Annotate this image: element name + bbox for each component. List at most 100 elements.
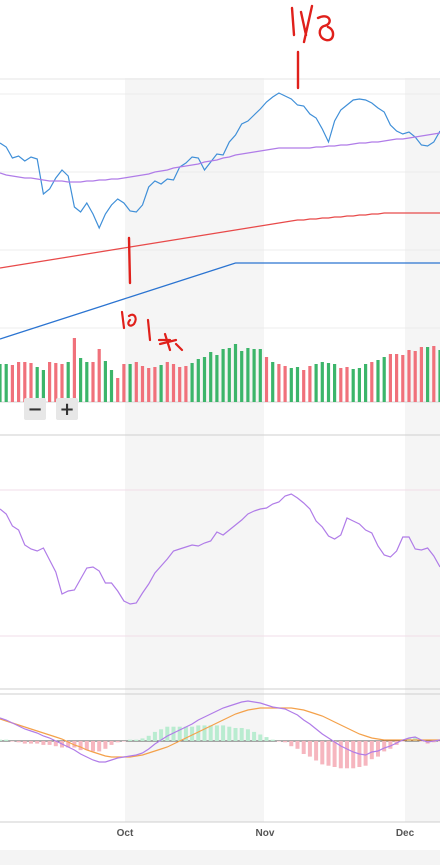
macd-histogram-bar bbox=[202, 725, 207, 741]
macd-histogram-bar bbox=[382, 741, 387, 752]
macd-histogram-bar bbox=[84, 741, 89, 751]
volume-bar bbox=[370, 362, 374, 402]
volume-bar bbox=[35, 367, 39, 402]
volume-bar bbox=[308, 366, 312, 402]
macd-histogram-bar bbox=[121, 741, 126, 742]
handwritten-mark-peak bbox=[290, 4, 335, 44]
volume-bar bbox=[60, 364, 64, 402]
month-bands bbox=[125, 78, 440, 822]
volume-bar bbox=[48, 362, 52, 402]
macd-histogram-bar bbox=[134, 739, 139, 741]
volume-bar bbox=[116, 378, 120, 402]
macd-histogram-bar bbox=[109, 741, 114, 745]
volume-bar bbox=[302, 370, 306, 402]
macd-histogram-bar bbox=[252, 731, 257, 741]
macd-histogram-bar bbox=[307, 741, 312, 757]
volume-bar bbox=[283, 366, 287, 402]
macd-histogram-bar bbox=[376, 741, 380, 757]
volume-bar bbox=[190, 363, 194, 402]
macd-histogram-bar bbox=[115, 741, 120, 743]
volume-bar bbox=[258, 349, 262, 402]
volume-bar bbox=[153, 367, 157, 402]
volume-bar bbox=[122, 364, 126, 402]
volume-bar bbox=[320, 362, 324, 402]
volume-bar bbox=[178, 367, 182, 402]
macd-histogram-bar bbox=[221, 725, 226, 741]
macd-histogram-bar bbox=[295, 741, 300, 749]
macd-histogram-bar bbox=[239, 728, 244, 741]
macd-histogram-bar bbox=[196, 725, 201, 741]
macd-histogram-bar bbox=[78, 741, 83, 751]
macd-histogram-bar bbox=[35, 741, 40, 744]
volume-bar bbox=[72, 338, 76, 402]
volume-bar bbox=[407, 350, 411, 402]
macd-histogram-bar bbox=[152, 731, 157, 741]
macd-histogram-bar bbox=[245, 729, 250, 741]
macd-histogram-bar bbox=[413, 737, 418, 741]
macd-histogram-bar bbox=[72, 741, 77, 748]
annotation-tick-low bbox=[127, 236, 132, 285]
volume-bar bbox=[85, 362, 89, 402]
macd-histogram-bar bbox=[369, 741, 374, 760]
volume-bar bbox=[314, 364, 318, 402]
macd-histogram-bar bbox=[53, 741, 58, 747]
macd-histogram-bar bbox=[276, 741, 281, 742]
macd-histogram-bar bbox=[171, 726, 176, 741]
rsi-line bbox=[0, 493, 440, 605]
volume-bar bbox=[79, 358, 83, 402]
volume-bar bbox=[401, 355, 405, 402]
macd-histogram-bar bbox=[320, 741, 325, 765]
volume-bar bbox=[271, 362, 275, 402]
macd-panel bbox=[0, 700, 440, 763]
volume-bar bbox=[159, 365, 163, 402]
volume-bar bbox=[209, 352, 213, 402]
volume-bar bbox=[4, 364, 8, 402]
zoom-out-icon: − bbox=[27, 399, 42, 420]
volume-bar bbox=[134, 362, 138, 402]
volume-bar bbox=[97, 349, 101, 402]
macd-histogram-bar bbox=[146, 735, 151, 741]
macd-histogram-bar bbox=[103, 741, 108, 749]
volume-bar bbox=[357, 368, 361, 402]
volume-bar bbox=[184, 366, 188, 402]
macd-histogram-bar bbox=[214, 725, 219, 741]
macd-histogram-bar bbox=[177, 726, 182, 741]
zoom-in-icon: + bbox=[59, 399, 74, 420]
price-panel bbox=[0, 92, 440, 340]
macd-line bbox=[0, 700, 440, 763]
volume-bar bbox=[29, 363, 33, 402]
volume-bar bbox=[345, 367, 349, 402]
volume-bar bbox=[0, 364, 2, 402]
macd-histogram-bar bbox=[22, 741, 27, 744]
macd-histogram-bar bbox=[29, 741, 33, 744]
volume-bar bbox=[66, 362, 70, 402]
volume-bar bbox=[419, 347, 423, 402]
macd-histogram-bar bbox=[431, 741, 436, 743]
handwritten-mark-low bbox=[120, 310, 184, 352]
zoom-controls: − + bbox=[24, 398, 78, 420]
volume-bar bbox=[376, 360, 380, 402]
volume-bar bbox=[54, 363, 58, 402]
navigator-strip bbox=[0, 850, 440, 865]
volume-bar bbox=[221, 349, 225, 402]
macd-histogram-bar bbox=[388, 741, 393, 749]
zoom-in-button[interactable] bbox=[56, 398, 78, 420]
x-axis: Oct Nov Dec bbox=[117, 828, 415, 839]
rsi-panel bbox=[0, 493, 440, 605]
moving-average-line bbox=[0, 212, 440, 269]
moving-average-line bbox=[0, 262, 440, 340]
volume-bar bbox=[264, 357, 269, 402]
volume-bar bbox=[295, 367, 300, 402]
month-band-oct bbox=[125, 78, 264, 822]
x-tick-label: Nov bbox=[256, 828, 275, 839]
macd-histogram-bar bbox=[289, 741, 294, 747]
volume-bar bbox=[109, 370, 114, 402]
macd-histogram-bar bbox=[140, 738, 145, 741]
zoom-out-button[interactable] bbox=[24, 398, 46, 420]
volume-bar bbox=[202, 357, 207, 402]
month-band-dec bbox=[405, 78, 440, 822]
macd-histogram-bar bbox=[314, 741, 319, 761]
macd-histogram-bar bbox=[183, 726, 188, 741]
volume-bar bbox=[395, 354, 399, 402]
macd-histogram-bar bbox=[16, 741, 21, 743]
